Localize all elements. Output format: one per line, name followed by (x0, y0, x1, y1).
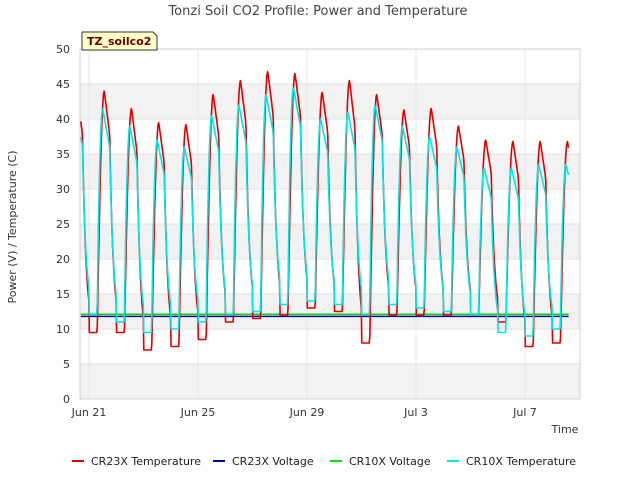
series-line-cr10x-temperature (80, 87, 570, 337)
plot-band (80, 294, 580, 329)
x-tick-label: Jun 25 (180, 406, 216, 419)
legend-item-label: CR23X Voltage (232, 455, 314, 468)
plot-band (80, 49, 580, 84)
y-tick-label: 40 (56, 113, 70, 126)
x-tick-label: Jul 3 (403, 406, 428, 419)
series-line-cr23x-temperature (80, 70, 570, 351)
x-tick-label: Jun 29 (289, 406, 325, 419)
chart-title: Tonzi Soil CO2 Profile: Power and Temper… (167, 4, 467, 19)
legend-item-label: CR10X Voltage (349, 455, 431, 468)
plot-band (80, 364, 580, 399)
y-axis-label: Power (V) / Temperature (C) (6, 150, 19, 303)
plot-band (80, 329, 580, 364)
y-tick-label: 30 (56, 183, 70, 196)
x-axis-ticks: Jun 21 Jun 25 Jun 29 Jul 3 Jul 7 (71, 406, 537, 419)
plot-band (80, 84, 580, 119)
site-badge-label: TZ_soilco2 (87, 35, 151, 48)
legend-item-label: CR10X Temperature (466, 455, 576, 468)
site-badge: TZ_soilco2 (81, 31, 158, 51)
legend-item-label: CR23X Temperature (91, 455, 201, 468)
plot-band (80, 119, 580, 154)
y-axis-ticks: 0 5 10 15 20 25 30 35 40 45 50 (56, 43, 70, 406)
series-layer (80, 70, 570, 351)
y-tick-label: 0 (63, 393, 70, 406)
plot-frame (79, 48, 581, 400)
y-tick-label: 10 (56, 323, 70, 336)
plot-band (80, 259, 580, 294)
y-tick-label: 50 (56, 43, 70, 56)
y-tick-label: 45 (56, 78, 70, 91)
x-tick-label: Jul 7 (512, 406, 537, 419)
y-tick-label: 25 (56, 218, 70, 231)
legend: CR23X Temperature CR23X Voltage CR10X Volt… (72, 455, 576, 468)
y-tick-label: 15 (56, 288, 70, 301)
site-badge-box (81, 31, 158, 51)
x-tick-label: Jun 21 (71, 406, 107, 419)
y-tick-label: 20 (56, 253, 70, 266)
x-axis-label: Time (551, 423, 579, 436)
y-tick-label: 35 (56, 148, 70, 161)
y-tick-label: 5 (63, 358, 70, 371)
